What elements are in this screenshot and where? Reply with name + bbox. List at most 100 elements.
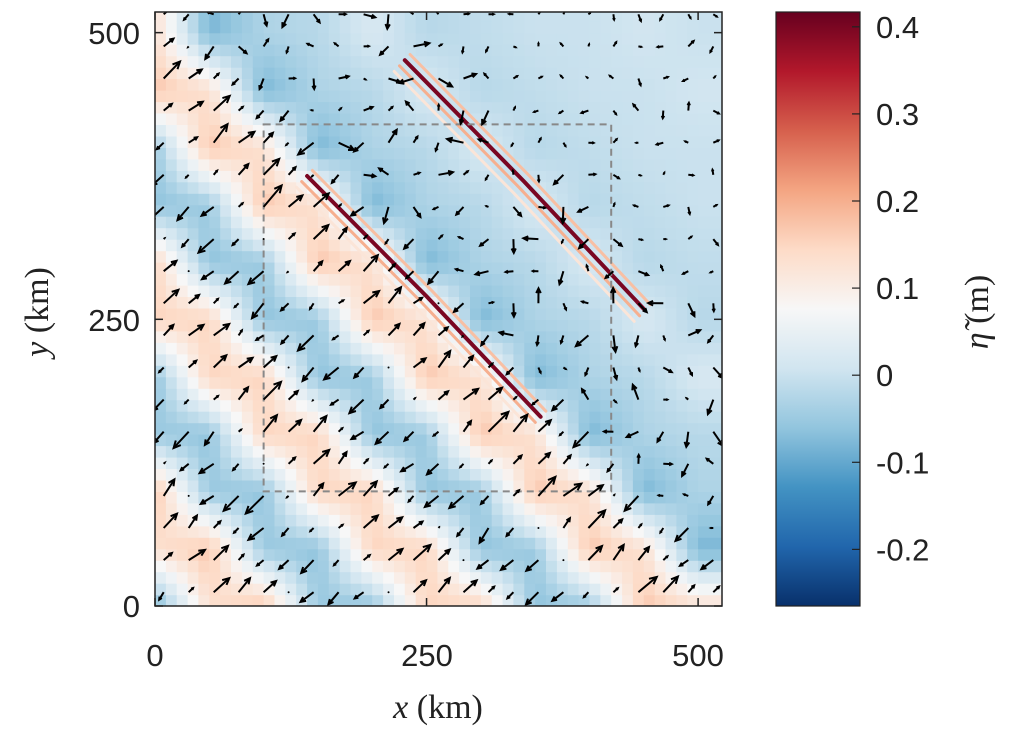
arrow-head [372,289,381,298]
quiver-arrow [312,414,328,433]
arrow-head [418,520,425,526]
heatmap-cell [317,55,330,68]
quiver-arrow [262,37,270,47]
heatmap-cell [165,491,178,504]
heatmap-cell [556,411,569,424]
heatmap-cell [589,284,601,297]
quiver-arrow [397,77,414,85]
heatmap-cell [578,181,591,194]
heatmap-cell [361,307,373,320]
quiver-arrow [537,475,557,497]
heatmap-cell [263,365,276,378]
heatmap-cell [372,12,384,22]
heatmap-cell [350,90,362,103]
quiver-arrow [184,174,190,180]
quiver-arrow [683,140,689,144]
arrow-head [566,453,573,460]
heatmap-cell [274,422,286,435]
heatmap-cell [361,571,373,584]
arrow-head [559,73,563,78]
arrow-head [384,241,388,246]
heatmap-cell [448,21,460,34]
heatmap-cell [361,422,373,435]
quiver-arrow [612,110,618,116]
quiver-arrow [536,174,541,184]
heatmap-cell [524,319,536,332]
arrow-head [711,167,715,172]
heatmap-cell [339,560,352,573]
heatmap-cell [155,491,167,504]
heatmap-cell [209,399,221,412]
heatmap-cell [578,594,591,606]
heatmap-cell [719,273,722,286]
heatmap-cell [176,284,189,297]
heatmap-cell [394,32,406,45]
arrow-shaft [281,13,290,28]
heatmap-cell [556,181,569,194]
heatmap-cell [665,216,677,229]
heatmap-cell [317,399,330,412]
heatmap-cell [415,456,428,469]
quiver-arrow [237,45,249,55]
heatmap-cell [317,12,330,22]
heatmap-cell [546,32,558,45]
heatmap-cell [317,239,330,252]
quiver-arrow [708,526,714,530]
arrow-head [689,372,693,378]
heatmap-cell [556,422,569,435]
quiver-arrow [560,238,565,245]
heatmap-cell [165,479,178,492]
heatmap-cell [198,101,210,114]
heatmap-cell [480,399,493,412]
heatmap-cell [252,548,265,561]
quiver-arrow [363,77,368,81]
quiver-arrow [557,270,565,287]
arrow-shaft [575,334,590,347]
quiver-arrow [584,367,590,378]
heatmap-cell [480,204,493,217]
quiver-arrow [687,583,696,593]
heatmap-cell [198,296,210,309]
heatmap-cell [600,514,612,527]
heatmap-cell [285,12,297,22]
heatmap-cell [535,445,547,458]
heatmap-cell [524,307,536,320]
quiver-arrow [162,236,167,240]
heatmap-cell [274,537,286,550]
arrow-head [631,204,636,208]
arrow-head [536,178,541,184]
heatmap-cell [513,514,525,527]
heatmap-cell [274,445,286,458]
heatmap-cell [578,55,591,68]
heatmap-cell [328,204,341,217]
heatmap-cell [372,456,384,469]
arrow-shaft [437,548,451,561]
heatmap-cell [600,32,612,45]
heatmap-cell [307,158,319,171]
heatmap-cell [448,239,460,252]
heatmap-cell [698,32,710,45]
heatmap-cell [719,204,722,217]
arrow-head [639,45,644,49]
arrow-shaft [212,545,229,561]
heatmap-cell [622,388,634,401]
quiver-arrow [687,235,694,240]
heatmap-cell [285,296,297,309]
arrow-shaft [437,77,453,88]
heatmap-cell [622,365,634,378]
heatmap-cell [285,78,297,91]
heatmap-cell [307,112,319,125]
quiver-arrow [609,285,617,304]
quiver-arrow [182,13,190,22]
heatmap-cell [611,55,623,68]
quiver-arrow [503,269,514,274]
arrow-head [704,457,710,462]
heatmap-cell [252,571,265,584]
heatmap-cell [220,193,232,206]
heatmap-cell [611,456,623,469]
heatmap-cell [567,55,580,68]
arrow-shaft [424,495,440,508]
heatmap-cell [176,422,189,435]
heatmap-cell [589,502,601,515]
heatmap-cell [589,90,601,103]
